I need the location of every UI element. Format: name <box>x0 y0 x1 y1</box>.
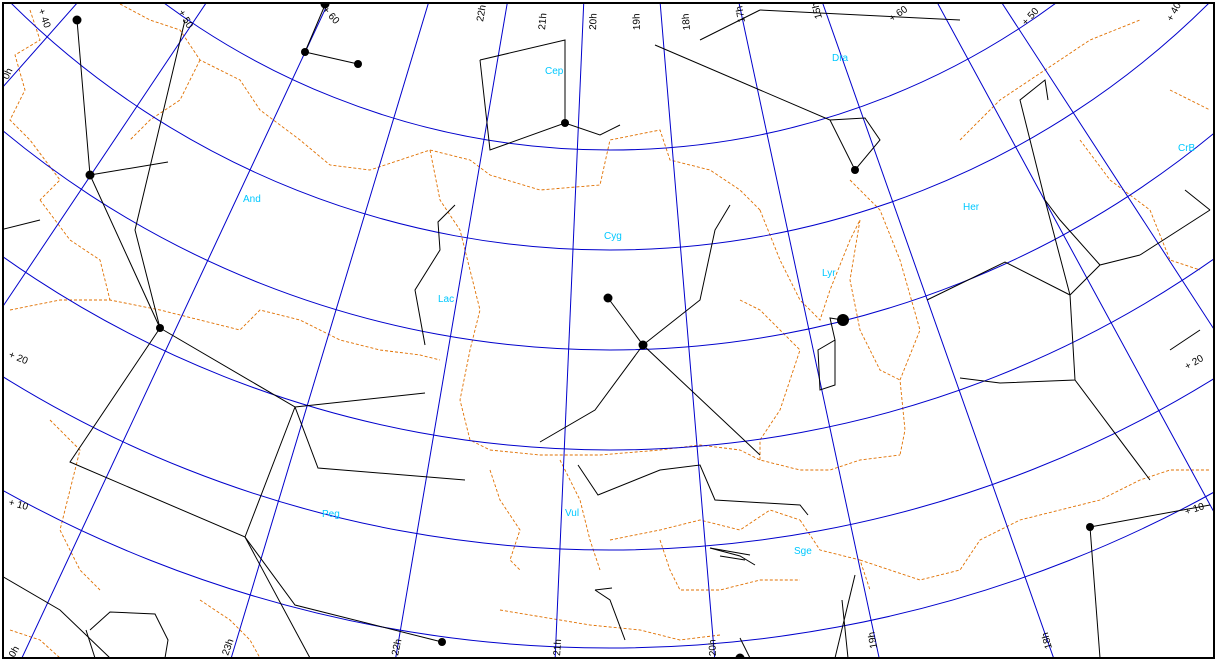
label-lyr: Lyr <box>822 268 836 279</box>
star <box>851 166 859 174</box>
ra-label: 21h <box>552 639 564 656</box>
star <box>156 324 164 332</box>
star <box>837 314 849 326</box>
ra-label: 22h <box>475 4 489 22</box>
ra-label: 21h <box>537 13 549 31</box>
dec-label: + 10 <box>7 497 29 513</box>
label-cyg: Cyg <box>604 231 622 242</box>
label-peg: Peg <box>322 509 340 520</box>
star <box>72 15 82 25</box>
ra-label: 20h <box>707 639 719 656</box>
ra-label: 17h <box>734 5 748 23</box>
star <box>735 653 745 658</box>
constellation-lines <box>4 4 1211 658</box>
star <box>320 4 330 9</box>
declination-circles <box>4 4 1214 649</box>
star <box>354 60 362 68</box>
ra-label: 0h <box>7 644 22 659</box>
star <box>85 170 95 180</box>
label-cep: Cep <box>545 66 564 77</box>
star <box>603 293 613 303</box>
label-dra: Dra <box>832 53 849 64</box>
label-her: Her <box>963 202 980 213</box>
star <box>438 638 446 646</box>
label-crb: CrB <box>1178 143 1196 154</box>
star <box>301 48 309 56</box>
label-and: And <box>243 194 261 205</box>
star <box>638 340 648 350</box>
star <box>561 119 569 127</box>
ra-label: 22h <box>390 638 404 657</box>
ra-label: 23h <box>220 638 236 657</box>
label-vul: Vul <box>565 508 579 519</box>
label-lac: Lac <box>438 294 454 305</box>
ra-labels: 0h 22h 21h 20h 19h 18h 17h 15h 23h 22h 2… <box>1 1 1055 659</box>
label-sge: Sge <box>794 546 812 557</box>
star <box>1086 523 1094 531</box>
ra-label: 18h <box>681 13 693 31</box>
stars <box>72 4 1094 658</box>
ra-label: 20h <box>588 13 600 30</box>
ra-label: 0h <box>1 67 16 82</box>
ra-label: 19h <box>631 13 643 30</box>
ra-label: 15h <box>810 1 825 20</box>
ra-label: 18h <box>1040 631 1055 650</box>
constellation-labels: Cep Dra And Cyg Her CrB Lyr Lac Peg Vul … <box>243 53 1196 557</box>
ra-label: 19h <box>866 631 879 649</box>
